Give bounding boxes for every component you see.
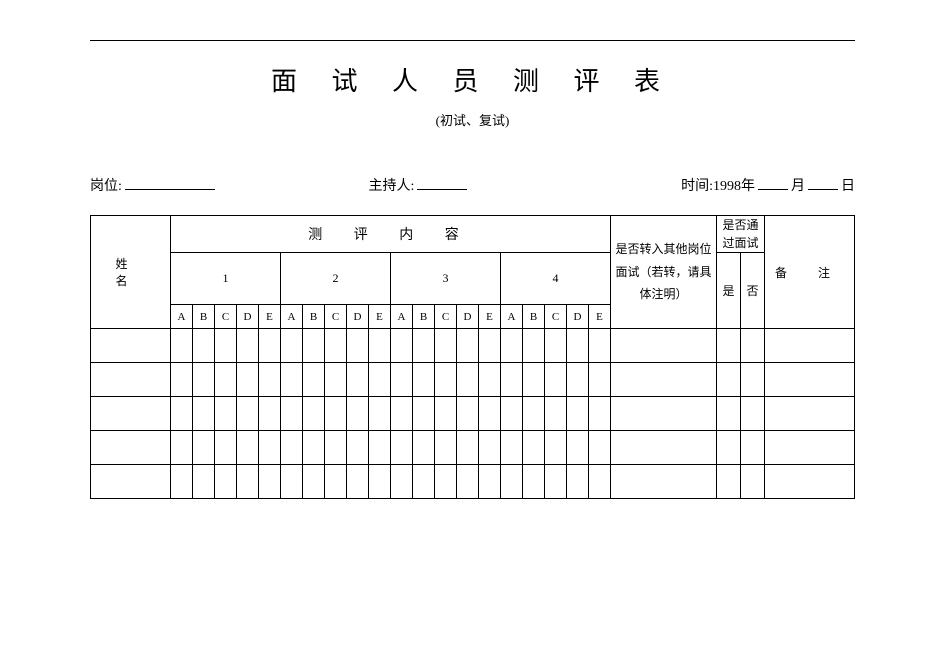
- grade-cell: A: [391, 305, 413, 329]
- table-row: [91, 431, 855, 465]
- grade-cell: C: [215, 305, 237, 329]
- table-body: [91, 329, 855, 499]
- position-blank: [125, 174, 215, 190]
- evaluation-table: 姓 名 测 评 内 容 是否转入其他岗位面试（若转，请具体注明） 是否通过面试 …: [90, 215, 855, 499]
- grade-cell: D: [567, 305, 589, 329]
- col-pass: 是否通过面试: [717, 216, 765, 253]
- meta-time: 时间: 1998 年 月 日: [681, 174, 855, 195]
- table-row: [91, 329, 855, 363]
- header-row-1: 姓 名 测 评 内 容 是否转入其他岗位面试（若转，请具体注明） 是否通过面试 …: [91, 216, 855, 253]
- grade-cell: D: [237, 305, 259, 329]
- col-remark: 备 注: [765, 216, 855, 329]
- grade-cell: B: [193, 305, 215, 329]
- grade-cell: D: [347, 305, 369, 329]
- grade-cell: C: [545, 305, 567, 329]
- grade-cell: E: [589, 305, 611, 329]
- header-row-2: 1 2 3 4 是 否: [91, 253, 855, 305]
- grade-cell: A: [501, 305, 523, 329]
- table-row: [91, 397, 855, 431]
- meta-row: 岗位: 主持人: 时间: 1998 年 月 日: [90, 174, 855, 195]
- table-row: [91, 465, 855, 499]
- day-blank: [808, 174, 838, 190]
- host-label: 主持人:: [369, 175, 415, 195]
- grade-cell: A: [171, 305, 193, 329]
- col-num-1: 1: [171, 253, 281, 305]
- page-subtitle: (初试、复试): [90, 110, 855, 129]
- grade-cell: D: [457, 305, 479, 329]
- year-value: 1998: [713, 179, 741, 195]
- host-blank: [417, 174, 467, 190]
- col-pass-no: 否: [741, 253, 765, 329]
- grade-cell: C: [435, 305, 457, 329]
- position-label: 岗位:: [90, 175, 122, 195]
- col-num-3: 3: [391, 253, 501, 305]
- col-pass-yes: 是: [717, 253, 741, 329]
- grade-cell: B: [303, 305, 325, 329]
- month-unit: 月: [791, 175, 805, 195]
- table-row: [91, 363, 855, 397]
- grade-cell: A: [281, 305, 303, 329]
- year-unit: 年: [741, 175, 755, 195]
- meta-host: 主持人:: [369, 174, 471, 195]
- grade-cell: E: [479, 305, 501, 329]
- month-blank: [758, 174, 788, 190]
- grade-cell: B: [523, 305, 545, 329]
- grade-cell: E: [259, 305, 281, 329]
- grade-cell: B: [413, 305, 435, 329]
- top-rule: [90, 40, 855, 41]
- col-transfer: 是否转入其他岗位面试（若转，请具体注明）: [611, 216, 717, 329]
- grade-cell: E: [369, 305, 391, 329]
- grade-cell: C: [325, 305, 347, 329]
- time-label: 时间:: [681, 175, 713, 195]
- day-unit: 日: [841, 175, 855, 195]
- page-title: 面 试 人 员 测 评 表: [90, 61, 855, 98]
- col-name: 姓 名: [91, 216, 171, 329]
- col-num-2: 2: [281, 253, 391, 305]
- col-content: 测 评 内 容: [171, 216, 611, 253]
- meta-position: 岗位:: [90, 174, 218, 195]
- col-num-4: 4: [501, 253, 611, 305]
